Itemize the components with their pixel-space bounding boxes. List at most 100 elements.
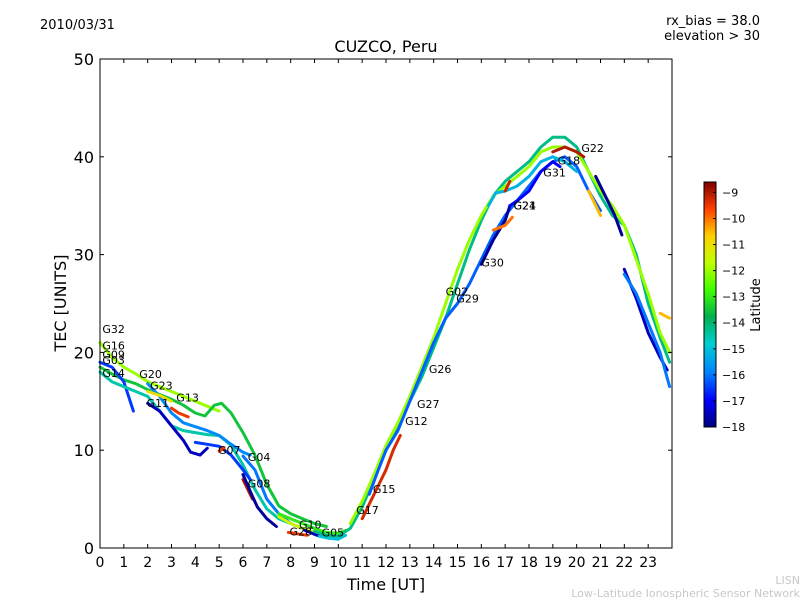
x-tick-label-19: 19 — [544, 555, 562, 571]
x-tick-label-18: 18 — [520, 555, 538, 571]
satellite-label-g04: G04 — [248, 451, 271, 464]
tec-series-7 — [146, 390, 173, 403]
tec-series-15 — [277, 512, 347, 535]
tec-series-32 — [622, 272, 672, 389]
tec-series-29 — [587, 189, 602, 217]
x-tick-label-4: 4 — [191, 555, 200, 571]
y-tick-label-5: 50 — [74, 50, 94, 69]
colorbar-tick-label-6: −15 — [722, 343, 745, 356]
y-tick-label-0: 0 — [84, 539, 94, 558]
colorbar-tick-label-8: −17 — [722, 395, 745, 408]
x-tick-label-22: 22 — [615, 555, 633, 571]
colorbar-tick-label-2: −11 — [722, 239, 745, 252]
satellite-label-g32: G32 — [102, 323, 125, 336]
tec-series-3 — [98, 360, 135, 413]
x-tick-label-8: 8 — [286, 555, 295, 571]
satellite-label-g12: G12 — [405, 415, 428, 428]
tec-series-13 — [241, 473, 278, 528]
colorbar-tick-label-0: −9 — [722, 186, 738, 199]
tec-series-26 — [503, 179, 512, 193]
x-tick-label-17: 17 — [496, 555, 514, 571]
satellite-label-g23: G23 — [150, 380, 173, 393]
satellite-label-g16: G16 — [102, 340, 125, 353]
x-tick-label-1: 1 — [119, 555, 128, 571]
tec-series-23 — [479, 204, 512, 266]
tec-series-4 — [98, 370, 305, 530]
tec-series-5 — [146, 401, 209, 457]
footer-org-short: LISN — [775, 574, 800, 587]
colorbar-tick-label-1: −10 — [722, 212, 745, 225]
x-tick-label-20: 20 — [568, 555, 586, 571]
satellite-label-g08: G08 — [248, 477, 271, 490]
x-tick-label-11: 11 — [353, 555, 371, 571]
x-tick-label-13: 13 — [401, 555, 419, 571]
satellite-label-g31: G31 — [543, 166, 566, 179]
x-tick-label-3: 3 — [167, 555, 176, 571]
colorbar-ticks: −9 −10 −11 −12 −13 −14 −15 −16 −17 −18 — [713, 186, 745, 434]
x-tick-label-0: 0 — [96, 555, 105, 571]
tec-series-24 — [487, 155, 579, 208]
satellite-label-g03: G03 — [102, 354, 125, 367]
x-tick-label-9: 9 — [310, 555, 319, 571]
colorbar-tick-label-4: −13 — [722, 291, 745, 304]
colorbar-tick-label-5: −14 — [722, 317, 745, 330]
x-tick-label-6: 6 — [239, 555, 248, 571]
y-tick-label-2: 20 — [74, 343, 94, 362]
tec-series-30 — [594, 174, 624, 237]
tec-series-22 — [367, 155, 602, 496]
x-axis-label: Time [UT] — [346, 575, 425, 594]
satellite-label-g05: G05 — [322, 526, 345, 539]
elevation-label: elevation > 30 — [664, 29, 760, 44]
tec-series-8 — [170, 406, 190, 419]
x-tick-label-10: 10 — [329, 555, 347, 571]
satellite-label-g15: G15 — [373, 483, 396, 496]
colorbar-tick-label-7: −16 — [722, 369, 745, 382]
tec-series-25 — [491, 215, 514, 232]
tec-series-9 — [193, 440, 252, 481]
satellite-label-g28: G28 — [290, 525, 313, 538]
satellite-label-g24: G24 — [514, 200, 537, 213]
satellite-label-g02: G02 — [446, 286, 469, 299]
x-tick-label-16: 16 — [472, 555, 490, 571]
plot-frame — [99, 58, 673, 549]
x-tick-label-2: 2 — [143, 555, 152, 571]
satellite-label-g26: G26 — [429, 363, 452, 376]
colorbar — [703, 181, 717, 428]
satellite-label-g07: G07 — [218, 444, 241, 457]
x-tick-label-7: 7 — [262, 555, 271, 571]
colorbar-tick-label-9: −18 — [722, 421, 745, 434]
satellite-label-g14: G14 — [102, 367, 125, 380]
tec-series-28 — [551, 145, 586, 159]
satellite-label-g30: G30 — [481, 256, 504, 269]
satellite-label-g27: G27 — [417, 398, 440, 411]
tec-series-6 — [146, 382, 252, 457]
footer-org-full: Low-Latitude Ionospheric Sensor Network — [571, 587, 800, 600]
y-tick-label-3: 30 — [74, 246, 94, 265]
tec-series-27 — [508, 160, 562, 208]
satellite-label-g09: G09 — [102, 348, 125, 361]
tec-series-1 — [98, 341, 221, 413]
satellite-label-g22: G22 — [581, 142, 604, 155]
satellite-label-g29: G29 — [456, 293, 479, 306]
x-tick-label-21: 21 — [592, 555, 610, 571]
satellite-label-g17: G17 — [356, 504, 379, 517]
chart-title: CUZCO, Peru — [334, 37, 437, 56]
satellite-label-g11: G11 — [147, 397, 170, 410]
tec-series-20 — [348, 145, 672, 525]
y-tick-label-4: 40 — [74, 148, 94, 167]
colorbar-label: Latitude — [749, 278, 764, 332]
satellite-label-g13: G13 — [176, 391, 199, 404]
tec-series-18 — [317, 533, 347, 541]
tec-series-21 — [360, 434, 402, 521]
data-series — [98, 135, 672, 541]
x-tick-label-15: 15 — [449, 555, 467, 571]
x-axis: 0 1 2 3 4 5 6 7 8 9 10 11 12 13 14 15 16 17 18 19 20 21 22 23 — [96, 59, 657, 571]
tec-series-2 — [98, 365, 328, 528]
satellite-label-g20: G20 — [139, 368, 162, 381]
x-tick-label-23: 23 — [639, 555, 657, 571]
tec-series-16 — [286, 530, 309, 537]
satellite-label-g10: G10 — [299, 518, 322, 531]
x-tick-label-5: 5 — [215, 555, 224, 571]
